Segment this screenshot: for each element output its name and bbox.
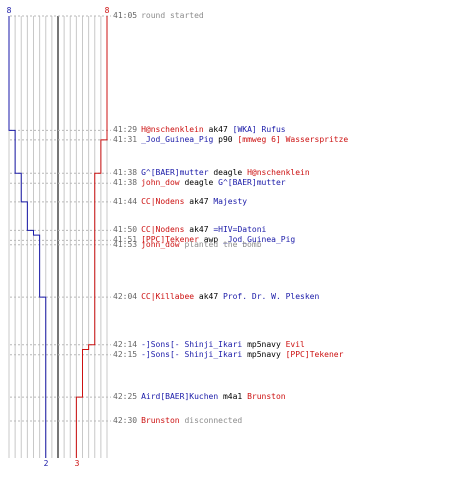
event-row: 41:44 CC|Nodens ak47 Majesty bbox=[113, 197, 247, 207]
series-line-red bbox=[75, 16, 108, 458]
event-text: m4a1 bbox=[218, 392, 248, 402]
event-text: [PPC]Tekener bbox=[141, 235, 199, 245]
series-marks bbox=[8, 16, 108, 458]
event-text: =HIV=Datoni bbox=[213, 225, 267, 235]
event-text: ak47 bbox=[184, 196, 214, 206]
event-time: 41:51 bbox=[113, 235, 138, 245]
event-text: -]Sons[- Shinji_Ikari bbox=[141, 339, 243, 349]
bottom-label-red: 3 bbox=[75, 459, 80, 468]
event-time: 41:31 bbox=[113, 134, 138, 144]
event-row: 41:53 john_dow planted the bomb bbox=[113, 240, 262, 250]
event-text: CC|Nodens bbox=[141, 196, 185, 206]
event-row: 42:25 Aird[BAER]Kuchen m4a1 Brunston bbox=[113, 392, 286, 402]
event-text: H@nschenklein bbox=[247, 168, 310, 178]
event-time: 42:04 bbox=[113, 292, 138, 302]
event-text: G^[BAER]mutter bbox=[141, 168, 209, 178]
event-row: 41:29 H@nschenklein ak47 [WKA] Rufus bbox=[113, 125, 286, 135]
event-text: H@nschenklein bbox=[141, 125, 204, 135]
event-text: G^[BAER]mutter bbox=[218, 178, 286, 188]
top-label-red: 8 bbox=[105, 6, 110, 15]
event-row: 41:38 john_dow deagle G^[BAER]mutter bbox=[113, 178, 286, 188]
event-text: mp5navy bbox=[242, 349, 286, 359]
event-text: Brunston bbox=[141, 416, 180, 425]
event-time: 42:14 bbox=[113, 339, 138, 349]
top-label-blue: 8 bbox=[7, 6, 12, 15]
event-text: [PPC]Tekener bbox=[285, 349, 344, 359]
event-time: 42:25 bbox=[113, 392, 138, 402]
event-time: 42:30 bbox=[113, 416, 138, 425]
event-text: ak47 bbox=[203, 125, 233, 135]
series-line-blue bbox=[8, 16, 47, 458]
event-text: mp5navy bbox=[242, 339, 286, 349]
event-text: Majesty bbox=[213, 196, 248, 206]
event-text: Aird[BAER]Kuchen bbox=[141, 392, 219, 402]
event-text: -]Sons[- Shinji_Ikari bbox=[141, 349, 243, 359]
bottom-label-blue: 2 bbox=[44, 459, 49, 468]
event-text: _Jod_Guinea_Pig bbox=[222, 235, 296, 245]
event-text: disconnected bbox=[179, 416, 243, 425]
event-row: 41:05 round started bbox=[113, 11, 204, 21]
event-text: CC|Nodens bbox=[141, 225, 185, 235]
event-time: 41:38 bbox=[113, 168, 138, 178]
event-text: Prof. Dr. W. Plesken bbox=[222, 292, 320, 302]
event-row: 41:50 CC|Nodens ak47 =HIV=Datoni bbox=[113, 225, 266, 235]
event-text: CC|Killabee bbox=[141, 292, 195, 302]
event-text: john_dow bbox=[141, 178, 180, 188]
event-text: [WKA] Rufus bbox=[232, 125, 286, 135]
event-text: deagle bbox=[208, 168, 248, 178]
event-time: 41:53 bbox=[113, 239, 138, 249]
event-row: 42:15 -]Sons[- Shinji_Ikari mp5navy [PPC]… bbox=[113, 350, 343, 360]
event-text: awp bbox=[198, 235, 223, 245]
event-text: ak47 bbox=[184, 225, 214, 235]
event-row: 42:14 -]Sons[- Shinji_Ikari mp5navy Evil bbox=[113, 340, 305, 350]
event-text: ak47 bbox=[194, 292, 223, 302]
event-text: p90 bbox=[213, 134, 238, 144]
event-row: 41:51 [PPC]Tekener awp _Jod_Guinea_Pig bbox=[113, 235, 295, 245]
event-time: 41:50 bbox=[113, 225, 138, 235]
event-row: 41:31 _Jod_Guinea_Pig p90 [mmweg 6] Wasse… bbox=[113, 135, 348, 145]
event-time: 41:29 bbox=[113, 125, 138, 135]
event-text: john_dow bbox=[141, 239, 180, 249]
event-text: Brunston bbox=[247, 392, 286, 402]
event-text: planted the bomb bbox=[179, 239, 262, 249]
event-row: 42:04 CC|Killabee ak47 Prof. Dr. W. Plesk… bbox=[113, 292, 319, 302]
event-time: 41:38 bbox=[113, 178, 138, 188]
event-text: deagle bbox=[179, 178, 219, 188]
event-text: _Jod_Guinea_Pig bbox=[141, 134, 214, 144]
event-row: 42:30 Brunston disconnected bbox=[113, 416, 242, 426]
event-row: 41:38 G^[BAER]mutter deagle H@nschenklein bbox=[113, 168, 310, 178]
event-time: 41:05 bbox=[113, 11, 138, 20]
event-time: 41:44 bbox=[113, 196, 138, 206]
event-text: round started bbox=[141, 11, 204, 20]
event-text: [mmweg 6] Wasserspritze bbox=[237, 134, 349, 144]
event-time: 42:15 bbox=[113, 349, 138, 359]
event-text: Evil bbox=[285, 339, 305, 349]
